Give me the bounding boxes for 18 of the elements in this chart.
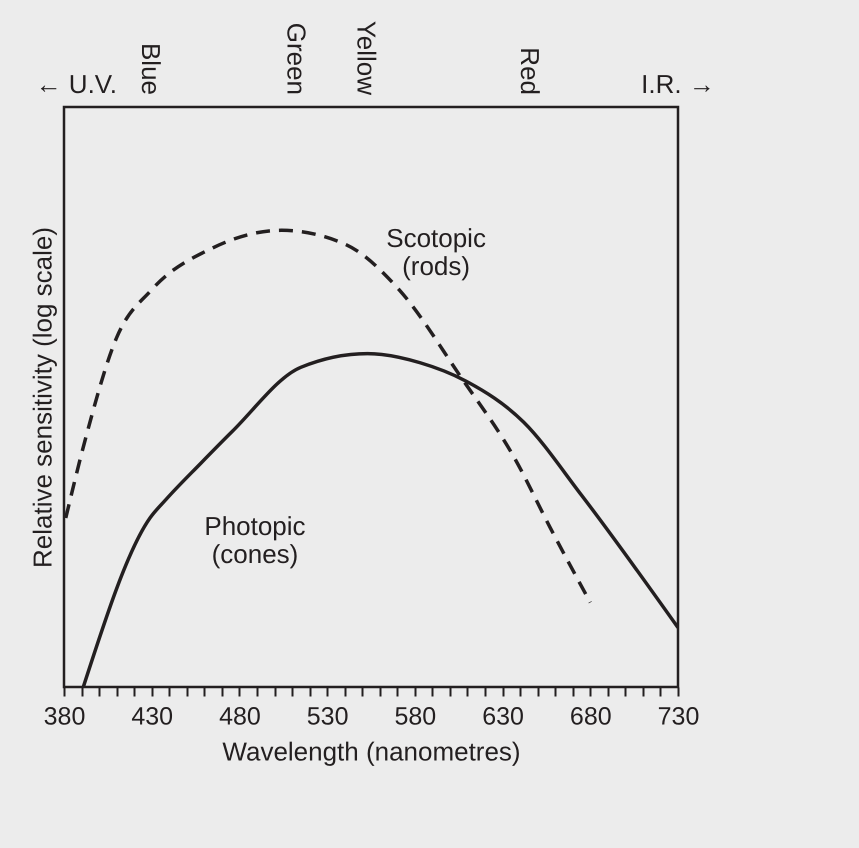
- x-axis-title: Wavelength (nanometres): [222, 736, 521, 766]
- x-tick-label: 430: [131, 702, 174, 730]
- text: Blue: [136, 42, 166, 95]
- y-axis-title: Relative sensitivity (log scale): [28, 226, 58, 568]
- x-tick-label: 580: [394, 702, 436, 730]
- text: Red: [514, 47, 545, 95]
- text: Green: [281, 22, 312, 95]
- text: ← U.V.: [36, 69, 117, 99]
- x-tick-label: 530: [306, 702, 348, 730]
- x-tick-label: 380: [44, 702, 86, 730]
- annotation: Photopic (cones): [204, 510, 306, 569]
- annotation: Scotopic (rods): [386, 223, 486, 282]
- x-tick-label: 730: [658, 702, 700, 730]
- text: I.R. →: [641, 69, 715, 99]
- x-tick-label: 630: [482, 702, 524, 730]
- x-tick-label: 480: [219, 702, 261, 730]
- x-tick-label: 680: [570, 702, 612, 730]
- text: Yellow: [351, 20, 382, 96]
